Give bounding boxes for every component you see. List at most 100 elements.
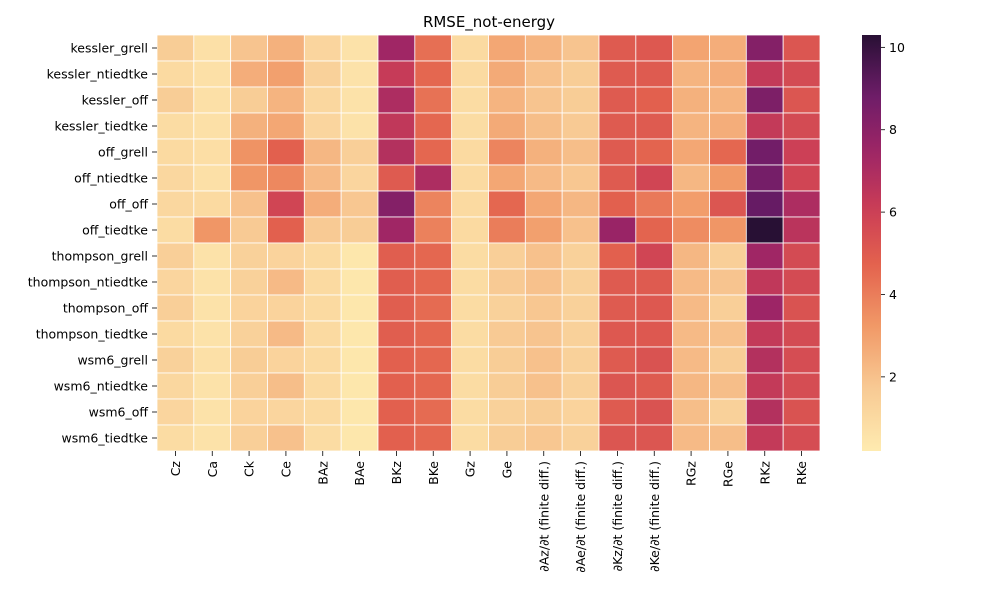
heatmap-cell: [709, 372, 747, 400]
heatmap-cell: [672, 138, 710, 166]
row-label: kessler_grell: [71, 41, 149, 56]
heatmap-cell: [488, 372, 526, 400]
heatmap-cell: [414, 346, 453, 374]
heatmap-cell: [635, 398, 674, 426]
heatmap-cell: [745, 398, 784, 426]
heatmap-cell: [267, 112, 305, 140]
heatmap-cell: [782, 242, 821, 270]
heatmap-cell: [488, 242, 526, 270]
chart-title: RMSE_not-energy: [423, 13, 555, 32]
heatmap-cell: [193, 268, 232, 296]
row-label: off_grell: [98, 145, 148, 160]
heatmap-cell: [635, 60, 674, 88]
heatmap-cell: [230, 242, 268, 270]
heatmap-cell: [672, 372, 710, 400]
heatmap-cell: [598, 112, 637, 140]
heatmap-cell: [709, 320, 747, 348]
heatmap-cell: [672, 346, 710, 374]
heatmap-cell: [488, 346, 526, 374]
heatmap-cell: [745, 164, 784, 192]
heatmap-cell: [524, 242, 563, 270]
heatmap-cell: [377, 34, 416, 62]
heatmap-cell: [230, 60, 268, 88]
column-label: Gz: [463, 461, 478, 478]
heatmap-cell: [451, 346, 489, 374]
heatmap-cell: [451, 60, 489, 88]
heatmap-cell: [267, 320, 305, 348]
heatmap-cell: [377, 294, 416, 322]
heatmap-cell: [561, 372, 600, 400]
heatmap-cell: [340, 398, 379, 426]
heatmap-cell: [524, 138, 563, 166]
heatmap-cell: [414, 60, 453, 88]
row-label: kessler_ntiedtke: [47, 67, 149, 82]
heatmap-cell: [672, 398, 710, 426]
heatmap-cell: [267, 60, 305, 88]
heatmap-cell: [782, 294, 821, 322]
heatmap-cell: [488, 294, 526, 322]
heatmap-cell: [303, 112, 342, 140]
heatmap-cell: [451, 138, 489, 166]
colorbar-tick-label: 6: [889, 205, 897, 220]
heatmap-cell: [377, 112, 416, 140]
heatmap-cells: [156, 34, 821, 452]
heatmap-cell: [377, 320, 416, 348]
heatmap-cell: [524, 86, 563, 114]
heatmap-cell: [635, 34, 674, 62]
column-label: Ce: [278, 461, 293, 478]
heatmap-cell: [340, 34, 379, 62]
heatmap-cell: [488, 34, 526, 62]
heatmap-cell: [267, 34, 305, 62]
heatmap-cell: [267, 346, 305, 374]
heatmap-cell: [267, 294, 305, 322]
heatmap-cell: [303, 372, 342, 400]
heatmap-cell: [745, 34, 784, 62]
heatmap-cell: [414, 138, 453, 166]
heatmap-cell: [193, 424, 232, 452]
heatmap-cell: [561, 60, 600, 88]
heatmap-cell: [377, 398, 416, 426]
heatmap-cell: [193, 294, 232, 322]
heatmap-cell: [635, 112, 674, 140]
heatmap-cell: [524, 112, 563, 140]
heatmap-cell: [230, 164, 268, 192]
heatmap-cell: [672, 164, 710, 192]
heatmap-cell: [598, 138, 637, 166]
heatmap-cell: [414, 112, 453, 140]
heatmap-cell: [745, 216, 784, 244]
heatmap-cell: [672, 86, 710, 114]
heatmap-cell: [193, 138, 232, 166]
heatmap-cell: [709, 268, 747, 296]
heatmap-cell: [782, 86, 821, 114]
heatmap-cell: [672, 190, 710, 218]
heatmap-cell: [451, 34, 489, 62]
heatmap-cell: [561, 346, 600, 374]
heatmap-cell: [598, 424, 637, 452]
heatmap-cell: [488, 268, 526, 296]
heatmap-cell: [488, 60, 526, 88]
heatmap-cell: [561, 268, 600, 296]
column-label: RKe: [794, 461, 809, 485]
heatmap-cell: [156, 34, 195, 62]
colorbar-tick-label: 2: [889, 369, 897, 384]
row-label: wsm6_off: [89, 405, 149, 420]
heatmap-cell: [451, 372, 489, 400]
heatmap-cell: [156, 60, 195, 88]
heatmap-cell: [377, 268, 416, 296]
heatmap-cell: [267, 372, 305, 400]
heatmap-cell: [451, 398, 489, 426]
heatmap-cell: [745, 424, 784, 452]
heatmap-cell: [414, 398, 453, 426]
heatmap-cell: [377, 346, 416, 374]
heatmap-cell: [267, 424, 305, 452]
heatmap-cell: [156, 190, 195, 218]
heatmap-cell: [230, 346, 268, 374]
heatmap-cell: [303, 164, 342, 192]
heatmap-cell: [672, 242, 710, 270]
column-labels: Cz Ca Ck Ce BAz BAe BKz BKe Gz Ge ∂Az/∂t (finite d…: [168, 451, 809, 573]
heatmap-cell: [745, 372, 784, 400]
heatmap-cell: [524, 424, 563, 452]
heatmap-cell: [524, 294, 563, 322]
column-label: ∂Kz/∂t (finite diff.): [610, 461, 625, 571]
